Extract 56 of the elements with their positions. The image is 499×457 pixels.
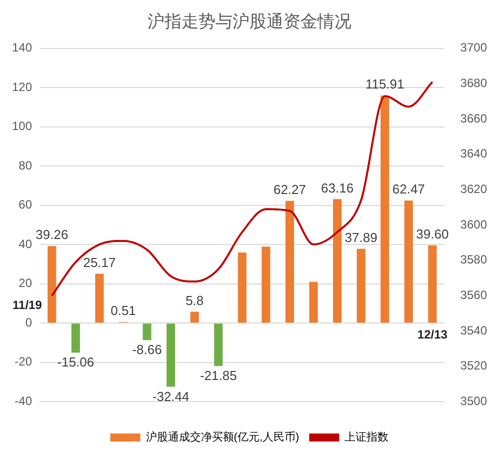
y-tick-label: 120 bbox=[12, 80, 32, 94]
y-tick-label: -40 bbox=[14, 394, 32, 408]
data-label: 62.27 bbox=[273, 182, 306, 197]
chart-title: 沪指走势与沪股通资金情况 bbox=[148, 12, 352, 31]
legend-label: 上证指数 bbox=[344, 430, 389, 444]
y-tick-label: -20 bbox=[14, 354, 32, 369]
data-label: 5.8 bbox=[186, 292, 204, 308]
data-label: -15.06 bbox=[57, 354, 94, 370]
bar bbox=[380, 96, 390, 323]
y-tick-label: 0 bbox=[25, 315, 32, 330]
annotation: 12/13 bbox=[417, 327, 448, 342]
bar bbox=[404, 200, 413, 323]
y2-tick-label: 3660 bbox=[460, 111, 488, 126]
y-tick-label: 20 bbox=[18, 276, 32, 290]
bar bbox=[190, 312, 199, 323]
y2-tick-label: 3620 bbox=[460, 182, 488, 196]
y2-tick-label: 3600 bbox=[460, 217, 488, 232]
bar bbox=[428, 245, 437, 323]
y-tick-label: 100 bbox=[12, 119, 32, 134]
bar bbox=[309, 282, 318, 323]
data-label: 25.17 bbox=[83, 254, 116, 270]
data-label: 37.89 bbox=[344, 230, 378, 245]
y-tick-label: 60 bbox=[18, 198, 32, 212]
bar bbox=[262, 246, 270, 323]
y2-tick-label: 3540 bbox=[460, 323, 488, 338]
data-label: 0.51 bbox=[110, 303, 136, 318]
data-label: 39.60 bbox=[416, 226, 449, 242]
bar bbox=[166, 324, 176, 387]
y2-tick-label: 3700 bbox=[460, 40, 488, 55]
y2-tick-label: 3520 bbox=[460, 358, 488, 373]
bar bbox=[71, 324, 80, 353]
legend-label: 沪股通成交净买额(亿元,人民币) bbox=[146, 430, 300, 444]
data-label: -32.44 bbox=[152, 388, 190, 404]
bar bbox=[48, 246, 56, 323]
annotation: 11/19 bbox=[12, 298, 42, 312]
y2-tick-label: 3500 bbox=[460, 394, 488, 408]
data-label: -8.66 bbox=[132, 342, 162, 358]
bar bbox=[333, 199, 342, 323]
data-label: 63.16 bbox=[321, 180, 354, 196]
y-tick-label: 140 bbox=[12, 40, 32, 55]
data-label: 115.91 bbox=[365, 76, 404, 92]
bar bbox=[142, 324, 152, 340]
y-tick-label: 80 bbox=[18, 158, 32, 172]
y2-tick-label: 3560 bbox=[460, 288, 488, 302]
bar bbox=[95, 274, 104, 323]
y-tick-label: 40 bbox=[18, 236, 32, 251]
bar bbox=[356, 248, 366, 323]
y2-tick-label: 3640 bbox=[460, 146, 488, 161]
y2-tick-label: 3580 bbox=[460, 252, 488, 267]
bar bbox=[285, 200, 294, 323]
bar bbox=[238, 252, 246, 323]
bar bbox=[214, 324, 223, 366]
y2-tick-label: 3680 bbox=[460, 76, 488, 90]
data-label: 39.26 bbox=[36, 227, 68, 242]
data-label: -21.85 bbox=[200, 368, 237, 384]
data-label: 62.47 bbox=[392, 182, 425, 197]
